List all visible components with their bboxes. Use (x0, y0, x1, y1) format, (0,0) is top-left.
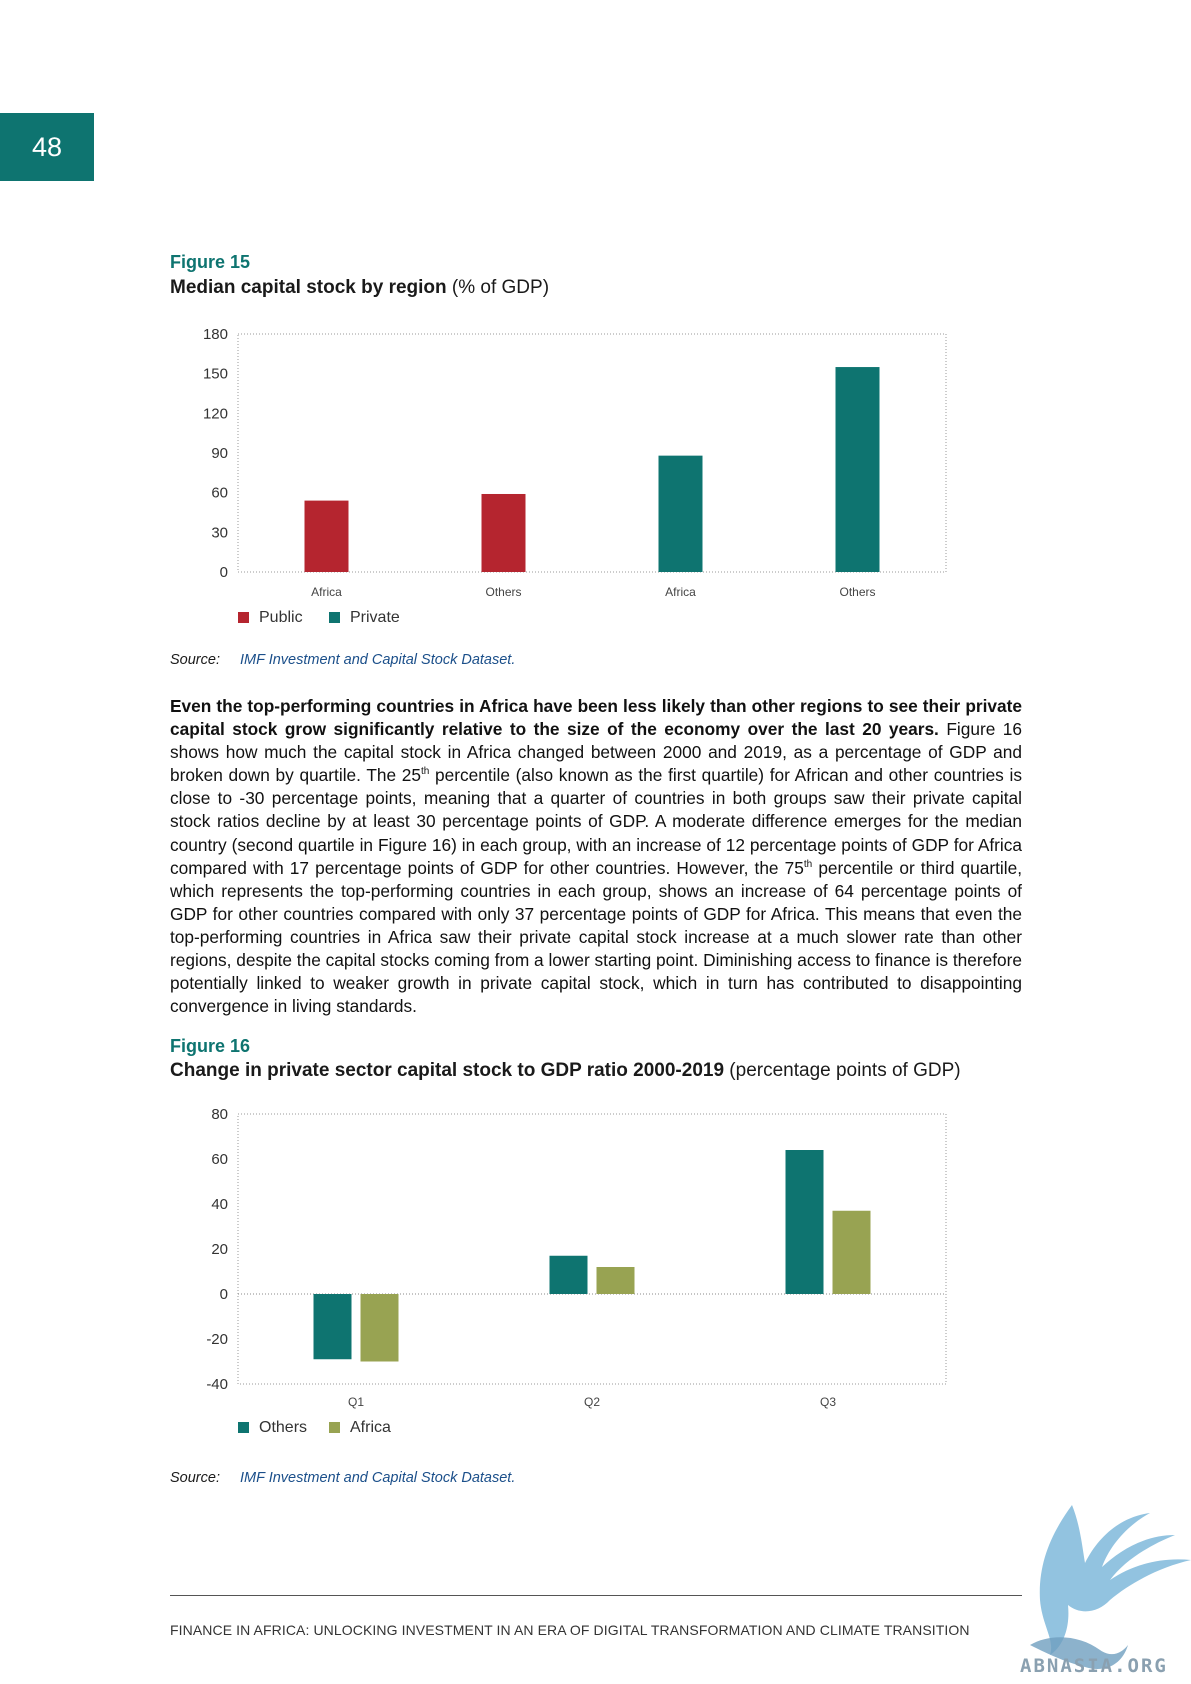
body-part-3: percentile or third quartile, which repr… (170, 857, 1023, 1017)
figure-16-title: Change in private sector capital stock t… (170, 1060, 961, 1082)
y-tick-label: 60 (211, 1151, 228, 1168)
bar-private (835, 367, 880, 572)
bar-others (549, 1255, 588, 1294)
x-category-label: Others (839, 585, 875, 599)
legend-swatch-africa (329, 1422, 340, 1433)
legend-label-private: Private (350, 609, 400, 626)
body-part-2: percentile (also known as the first quar… (170, 765, 1022, 878)
y-tick-label: 30 (211, 524, 228, 541)
y-tick-label: 60 (211, 485, 228, 502)
legend-swatch-private (329, 612, 340, 623)
body-paragraph: Even the top-performing countries in Afr… (170, 695, 1022, 1018)
bar-private (658, 455, 703, 572)
footer-rule (170, 1595, 1022, 1596)
x-category-label: Q2 (584, 1395, 600, 1409)
y-tick-label: 90 (211, 445, 228, 462)
figure-16-chart: -40 -20 0 20 40 60 80 Q1 Q2 Q3 Others Africa (206, 1106, 947, 1436)
y-tick-label: 120 (203, 405, 228, 422)
y-tick-label: 20 (211, 1241, 228, 1258)
legend-label-africa: Africa (350, 1419, 391, 1436)
page-number: 48 (0, 113, 94, 181)
figure-15-chart: 0 30 60 90 120 150 180 Africa Others Africa Others… (203, 326, 947, 626)
legend-label-public: Public (259, 609, 303, 626)
y-tick-label: 180 (203, 326, 228, 343)
figure-15-title-main: Median capital stock by region (170, 277, 447, 298)
figure-16-source: Source: IMF Investment and Capital Stock … (170, 1470, 515, 1486)
y-tick-label: -20 (206, 1331, 228, 1348)
source-label: Source: (170, 652, 220, 668)
legend-swatch-public (238, 612, 249, 623)
x-category-label: Africa (665, 585, 696, 599)
body-sup-1: th (421, 766, 430, 778)
x-category-label: Q1 (348, 1395, 364, 1409)
bar-others (785, 1150, 824, 1294)
y-tick-label: 40 (211, 1196, 228, 1213)
y-tick-label: 0 (220, 564, 228, 581)
x-category-label: Others (485, 585, 521, 599)
bar-public (304, 500, 349, 572)
plot-frame (237, 333, 947, 573)
source-label: Source: (170, 1470, 220, 1486)
body-part-1: Figure 16 shows how much the capital sto… (170, 719, 1023, 786)
x-category-label: Africa (311, 585, 342, 599)
legend-swatch-others (238, 1422, 249, 1433)
body-lead: Even the top-performing countries in Afr… (170, 696, 1022, 740)
bar-africa (596, 1267, 635, 1294)
figure-15-source: Source: IMF Investment and Capital Stock … (170, 652, 515, 668)
footer-text: FINANCE IN AFRICA: UNLOCKING INVESTMENT … (170, 1622, 970, 1638)
figure-15-title-unit: (% of GDP) (446, 277, 550, 298)
figure-16-title-main: Change in private sector capital stock t… (170, 1060, 725, 1081)
legend-label-others: Others (259, 1419, 307, 1436)
source-text: IMF Investment and Capital Stock Dataset… (239, 1470, 516, 1486)
y-tick-label: 150 (203, 366, 228, 383)
figure-16-label: Figure 16 (170, 1036, 251, 1056)
bar-africa (360, 1294, 399, 1362)
plot-frame (237, 1113, 947, 1385)
bar-public (481, 493, 526, 572)
figure-15-title: Median capital stock by region (% of GDP… (170, 277, 549, 299)
body-sup-2: th (803, 858, 813, 870)
abnasia-logo (1030, 1505, 1191, 1669)
watermark-text: ABNASIA.ORG (1020, 1655, 1168, 1677)
figure-16-title-unit: (percentage points of GDP) (724, 1060, 961, 1081)
figure-15-label: Figure 15 (170, 252, 251, 272)
y-tick-label: 80 (211, 1106, 228, 1123)
y-tick-label: 0 (220, 1286, 228, 1303)
bar-africa (832, 1210, 871, 1294)
bar-others (313, 1294, 352, 1360)
source-text: IMF Investment and Capital Stock Dataset… (239, 652, 516, 668)
y-tick-label: -40 (206, 1376, 228, 1393)
x-category-label: Q3 (820, 1395, 836, 1409)
